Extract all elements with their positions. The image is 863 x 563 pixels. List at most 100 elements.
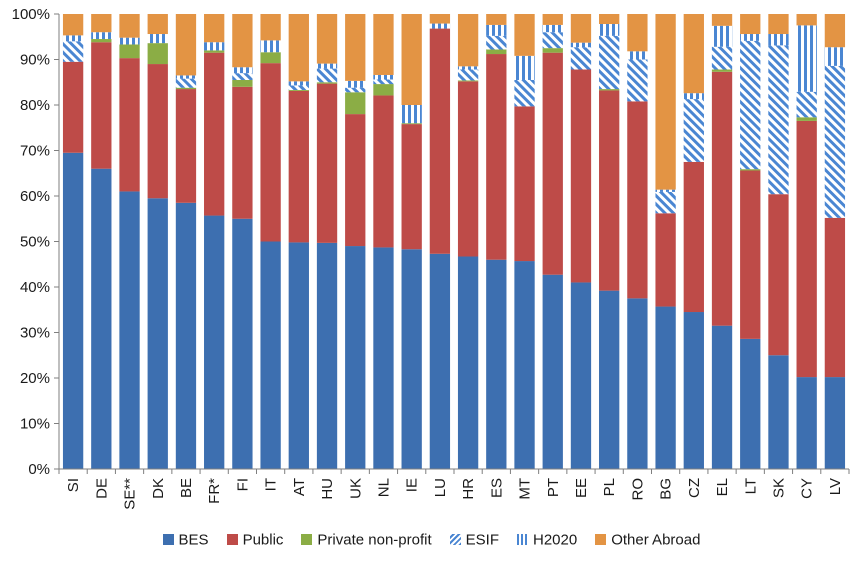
bar-es-other-abroad (486, 14, 507, 25)
bar-dk-bes (147, 198, 168, 469)
bar-hr-public (457, 81, 479, 257)
bar-bg-esif (655, 191, 676, 214)
bar-cz-other-abroad (683, 14, 704, 94)
bar-fi-h2020 (232, 67, 253, 74)
bar-sk-h2020 (768, 34, 789, 46)
bar-ee-h2020 (570, 42, 592, 48)
bar-hr-other-abroad (457, 14, 479, 67)
y-tick-label: 20% (20, 370, 50, 387)
bar-se-private-non-profit (119, 44, 140, 59)
bar-pl-private-non-profit (599, 89, 620, 91)
bar-be-esif (175, 78, 197, 88)
bar-el-h2020 (711, 25, 733, 47)
bar-at-public (288, 90, 309, 243)
bar-lu-h2020 (429, 23, 451, 29)
bar-lu-other-abroad (429, 14, 451, 24)
legend-swatch-bes (162, 533, 174, 545)
bar-be-h2020 (175, 75, 197, 79)
bar-pt-esif (542, 32, 563, 49)
bar-cy-other-abroad (796, 14, 817, 26)
bar-hu-h2020 (316, 63, 338, 69)
bar-se-h2020 (119, 37, 140, 45)
bar-es-h2020 (486, 24, 507, 36)
bar-de-bes (91, 168, 112, 469)
bar-ee-bes (570, 282, 592, 469)
bar-hu-bes (316, 242, 338, 469)
legend-swatch-esif (449, 533, 461, 545)
bar-nl-other-abroad (373, 14, 394, 75)
bar-uk-other-abroad (345, 14, 366, 81)
bar-fi-other-abroad (232, 14, 253, 68)
x-tick-label-el: EL (714, 478, 731, 496)
bar-cy-private-non-profit (796, 117, 817, 121)
bar-at-h2020 (288, 81, 309, 86)
legend-swatch-h2020 (517, 533, 528, 545)
bar-el-public (711, 71, 733, 326)
x-tick-label-sk: SK (770, 478, 787, 498)
bar-at-private-non-profit (288, 89, 309, 91)
bar-lt-private-non-profit (740, 169, 761, 171)
legend-label-esif: ESIF (465, 531, 499, 549)
bar-mt-bes (514, 261, 535, 469)
legend-swatch-private-non-profit (301, 533, 313, 545)
bar-es-private-non-profit (486, 49, 507, 55)
bar-dk-private-non-profit (147, 43, 168, 65)
x-tick-label-mt: MT (517, 478, 534, 500)
x-axis: SI DE SE** DK BE FR* FI IT AT HU UK NL IE LU HR ES MT PT E… (58, 468, 850, 510)
x-tick-label-pl: PL (601, 478, 618, 496)
bar-se-bes (119, 191, 140, 469)
y-tick-label: 30% (20, 325, 50, 342)
x-tick-label-at: AT (291, 478, 308, 496)
bar-el-bes (711, 325, 733, 469)
x-tick-label-fi: FI (234, 478, 251, 491)
x-tick-label-dk: DK (150, 478, 167, 499)
bar-pt-h2020 (542, 24, 563, 33)
bar-si-esif (62, 41, 84, 62)
bar-bg-public (655, 213, 676, 307)
y-tick-label: 40% (20, 279, 50, 296)
legend-item-private-non-profit: Private non-profit (301, 531, 432, 549)
bar-ee-esif (570, 47, 592, 70)
bar-ro-other-abroad (627, 14, 648, 52)
bar-pl-esif (599, 35, 620, 90)
bar-pt-other-abroad (542, 14, 563, 25)
x-tick-label-fr: FR* (206, 478, 223, 504)
x-tick-label-lu: LU (432, 478, 449, 497)
bar-bg-h2020 (655, 189, 676, 192)
bar-de-private-non-profit (91, 39, 112, 43)
bar-hr-bes (457, 256, 479, 469)
bar-nl-public (373, 95, 394, 248)
x-tick-label-ie: IE (404, 478, 421, 492)
bar-uk-public (345, 114, 366, 247)
y-tick-label: 90% (20, 52, 50, 69)
bar-fi-bes (232, 218, 253, 469)
bar-ee-public (570, 69, 592, 283)
bar-fi-public (232, 86, 253, 219)
bar-mt-public (514, 106, 535, 262)
y-tick-label: 50% (20, 234, 50, 251)
bar-sk-esif (768, 45, 789, 195)
bar-fr-bes (204, 215, 225, 469)
y-tick-label: 70% (20, 143, 50, 160)
bar-pl-other-abroad (599, 14, 620, 25)
bar-fr-h2020 (204, 42, 225, 51)
bar-bg-bes (655, 306, 676, 469)
bar-ie-public (401, 124, 422, 250)
bar-ro-public (627, 101, 648, 299)
bar-pl-h2020 (599, 24, 620, 36)
bar-it-bes (260, 241, 281, 469)
bar-el-other-abroad (711, 14, 733, 26)
x-tick-label-bg: BG (658, 478, 675, 500)
bar-hu-public (316, 83, 338, 243)
bar-ie-private-non-profit (401, 123, 422, 125)
x-tick-label-hu: HU (319, 478, 336, 500)
bar-fi-esif (232, 73, 253, 80)
bar-ee-other-abroad (570, 14, 592, 43)
bar-fr-public (204, 52, 225, 216)
bar-uk-bes (345, 246, 366, 469)
bar-pl-public (599, 90, 620, 291)
bar-mt-esif (514, 79, 535, 107)
bar-hr-h2020 (457, 66, 479, 70)
x-tick-label-nl: NL (375, 478, 392, 497)
